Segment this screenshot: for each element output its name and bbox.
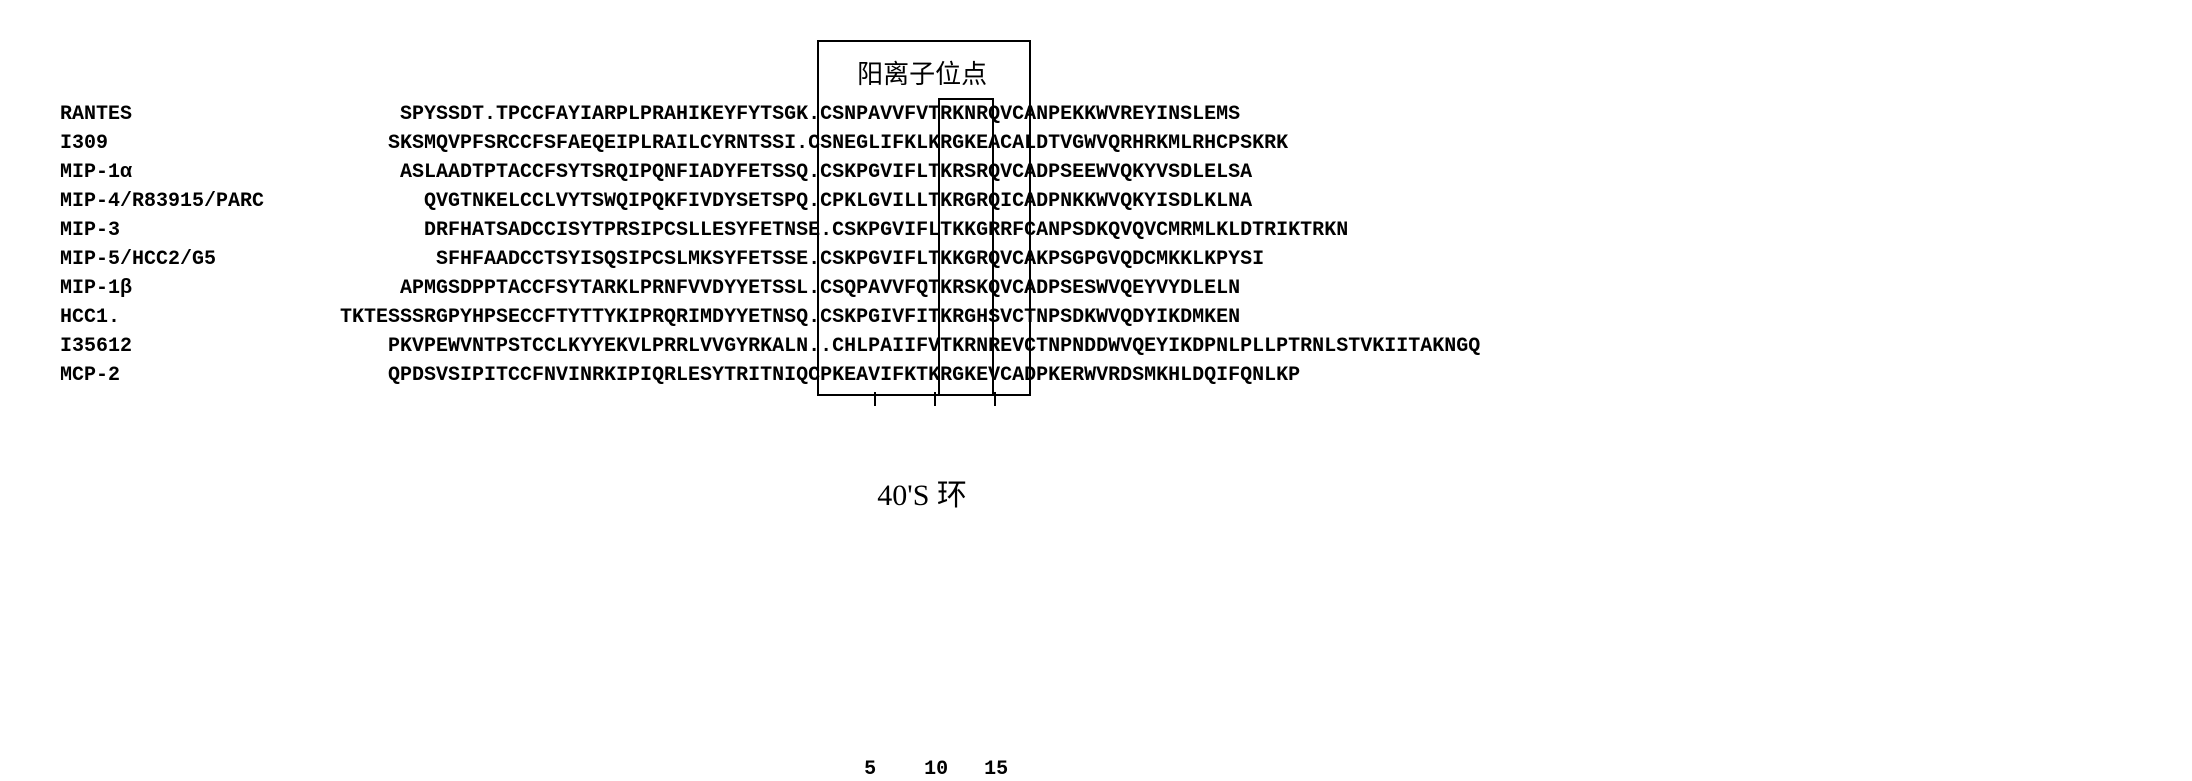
sequence-post: ADPKERWVRDSMKHLDQIFQNLKP — [1012, 364, 1300, 387]
alignment-row: MIP-4/R83915/PARC QVGTNKELCCLVYTSWQIPQKF… — [60, 187, 1480, 216]
sequence-post: ALDTVGWVQRHRKMLRHCPSKRK — [1012, 132, 1288, 155]
tick-15 — [994, 392, 996, 406]
sequence-post: AKPSGPGVQDCMKKLKPYSI — [1024, 248, 1264, 271]
alignment-row: MIP-1β APMGSDPPTACCFSYTARKLPRNFVVDYYETSS… — [60, 274, 1480, 303]
sequence-name: HCC1. — [60, 303, 340, 332]
loop-40s-label: 40'S 环 — [817, 470, 1027, 514]
sequence-name: I35612 — [60, 332, 340, 361]
tick-label-15: 15 — [984, 758, 1008, 781]
sequence-pre: QPDSVSIPITCCFNVINRKIPIQRLESYTRITNIQ — [340, 364, 808, 387]
sequence-name: MIP-5/HCC2/G5 — [60, 245, 340, 274]
alignment-row: HCC1.TKTESSSRGPYHPSECCFTYTTYKIPRQRIMDYYE… — [60, 303, 1480, 332]
sequence-name: MIP-1α — [60, 158, 340, 187]
tick-label-5: 5 — [864, 758, 876, 781]
sequence-post: TNPNDDWVQEYIKDPNLPLLPTRNLSTVKIITAKNGQ — [1036, 335, 1480, 358]
tick-10 — [934, 392, 936, 406]
sequence-post: ANPEKKWVREYINSLEMS — [1024, 103, 1240, 126]
sequence-residues: SFHFAADCCTSYISQSIPCSLMKSYFETSSE.CSKPGVIF… — [340, 245, 1264, 274]
alignment-row: MCP-2 QPDSVSIPITCCFNVINRKIPIQRLESYTRITNI… — [60, 361, 1480, 390]
sequence-pre: APMGSDPPTACCFSYTARKLPRNFVVDYYETSSL. — [340, 277, 820, 300]
sequence-residues: SPYSSDT.TPCCFAYIARPLPRAHIKEYFYTSGK.CSNPA… — [340, 100, 1240, 129]
sequence-pre: TKTESSSRGPYHPSECCFTYTTYKIPRQRIMDYYETNSQ. — [340, 306, 820, 329]
alignment-row: I309 SKSMQVPFSRCCFSFAEQEIPLRAILCYRNTSSI.… — [60, 129, 1480, 158]
sequence-pre: SFHFAADCCTSYISQSIPCSLMKSYFETSSE. — [340, 248, 820, 271]
tick-label-10: 10 — [924, 758, 948, 781]
tick-5 — [874, 392, 876, 406]
sequence-residues: QVGTNKELCCLVYTSWQIPQKFIVDYSETSPQ.CPKLGVI… — [340, 187, 1252, 216]
sequence-name: I309 — [60, 129, 340, 158]
sequence-name: MCP-2 — [60, 361, 340, 390]
sequence-name: MIP-3 — [60, 216, 340, 245]
sequence-post: ADPSEEWVQKYVSDLELSA — [1024, 161, 1252, 184]
sequence-post: ADPSESWVQEYVYDLELN — [1024, 277, 1240, 300]
sequence-post: TNPSDKWVQDYIKDMKEN — [1024, 306, 1240, 329]
alignment-row: I35612 PKVPEWVNTPSTCCLKYYEKVLPRRLVVGYRKA… — [60, 332, 1480, 361]
sequence-name: RANTES — [60, 100, 340, 129]
sequence-pre: SPYSSDT.TPCCFAYIARPLPRAHIKEYFYTSGK. — [340, 103, 820, 126]
sequence-pre: QVGTNKELCCLVYTSWQIPQKFIVDYSETSPQ. — [340, 190, 820, 213]
sequence-name: MIP-1β — [60, 274, 340, 303]
sequence-pre: ASLAADTPTACCFSYTSRQIPQNFIADYFETSSQ. — [340, 161, 820, 184]
alignment-row: MIP-3 DRFHATSADCCISYTPRSIPCSLLESYFETNSE.… — [60, 216, 1480, 245]
alignment-row: RANTES SPYSSDT.TPCCFAYIARPLPRAHIKEYFYTSG… — [60, 100, 1480, 129]
alignment-row: MIP-1α ASLAADTPTACCFSYTSRQIPQNFIADYFETSS… — [60, 158, 1480, 187]
sequence-post: ADPNKKWVQKYISDLKLNA — [1024, 190, 1252, 213]
sequence-name: MIP-4/R83915/PARC — [60, 187, 340, 216]
sequence-pre: SKSMQVPFSRCCFSFAEQEIPLRAILCYRNTSSI. — [340, 132, 808, 155]
sequence-pre: PKVPEWVNTPSTCCLKYYEKVLPRRLVVGYRKALN.. — [340, 335, 832, 358]
loop-40s-box — [817, 40, 1031, 396]
sequence-pre: DRFHATSADCCISYTPRSIPCSLLESYFETNSE. — [340, 219, 832, 242]
sequence-alignment: RANTES SPYSSDT.TPCCFAYIARPLPRAHIKEYFYTSG… — [60, 100, 1480, 390]
sequence-residues: ASLAADTPTACCFSYTSRQIPQNFIADYFETSSQ.CSKPG… — [340, 158, 1252, 187]
cation-site-box — [938, 98, 994, 396]
sequence-post: ANPSDKQVQVCMRMLKLDTRIKTRKN — [1036, 219, 1348, 242]
alignment-row: MIP-5/HCC2/G5 SFHFAADCCTSYISQSIPCSLMKSYF… — [60, 245, 1480, 274]
sequence-residues: SKSMQVPFSRCCFSFAEQEIPLRAILCYRNTSSI.CSNEG… — [340, 129, 1288, 158]
sequence-residues: TKTESSSRGPYHPSECCFTYTTYKIPRQRIMDYYETNSQ.… — [340, 303, 1240, 332]
sequence-residues: APMGSDPPTACCFSYTARKLPRNFVVDYYETSSL.CSQPA… — [340, 274, 1240, 303]
